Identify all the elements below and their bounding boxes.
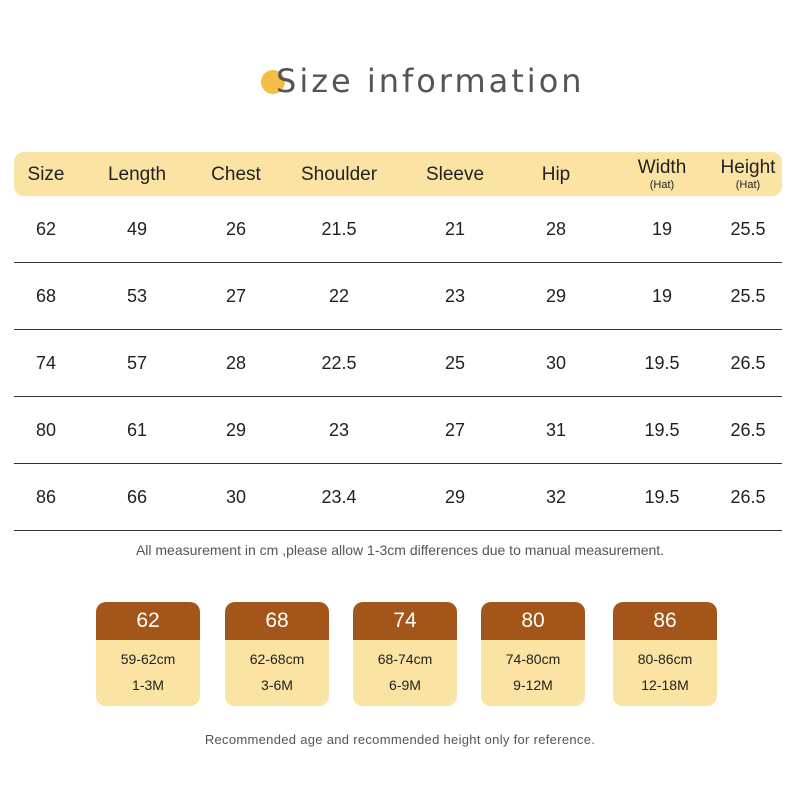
column-header-label: Shoulder [300,163,378,185]
size-card-age: 3-6M [261,677,293,693]
table-cell: 19 [651,218,673,239]
table-cell: 23 [328,419,350,440]
table-cell: 30 [545,352,567,373]
table-cell: 80 [35,419,57,440]
column-header: Chest [188,152,284,196]
table-cell: 61 [126,419,148,440]
size-card-height: 59-62cm [120,651,176,667]
reference-footnote: Recommended age and recommended height o… [204,732,596,747]
column-header: Height (Hat) [700,152,796,196]
size-card-height: 80-86cm [637,651,693,667]
size-card: 62 59-62cm 1-3M [96,602,200,706]
size-card-age: 9-12M [513,677,553,693]
column-header-label: Height [720,157,776,178]
size-card-size: 80 [481,602,585,640]
table-row: 68 53 27 22 23 29 19 25.5 [14,263,782,330]
table-cell: 31 [545,419,567,440]
column-header-sub: (Hat) [649,179,675,191]
table-row: 74 57 28 22.5 25 30 19.5 26.5 [14,330,782,397]
table-cell: 19.5 [644,419,680,440]
table-cell: 62 [35,218,57,239]
size-card: 74 68-74cm 6-9M [353,602,457,706]
table-body: 62 49 26 21.5 21 28 19 25.5 68 53 27 22 23 29 19 25.5 74… [14,196,782,531]
column-header-label: Length [107,163,167,185]
size-card-size: 68 [225,602,329,640]
column-header-label: Size [27,163,65,185]
table-cell: 53 [126,285,148,306]
size-card-height: 68-74cm [377,651,433,667]
table-cell: 19 [651,285,673,306]
table-cell: 25.5 [730,285,766,306]
column-header-label: Chest [211,163,261,185]
size-card-age: 6-9M [389,677,421,693]
column-header-label: Sleeve [425,163,485,185]
table-cell: 29 [545,285,567,306]
table-cell: 21.5 [321,218,357,239]
table-cell: 22 [328,285,350,306]
table-cell: 23 [444,285,466,306]
column-header: Length [89,152,185,196]
table-cell: 25.5 [730,218,766,239]
size-card-height: 62-68cm [249,651,305,667]
size-table: Size Length Chest Shoulder Sleeve Hip Width (Ha… [14,152,782,531]
table-cell: 26.5 [730,352,766,373]
table-cell: 23.4 [321,486,357,507]
measurement-note: All measurement in cm ,please allow 1-3c… [135,542,665,558]
size-cards: 62 59-62cm 1-3M 68 62-68cm 3-6M 74 68-74cm 6-9M 8… [0,602,800,706]
table-cell: 25 [444,352,466,373]
table-cell: 29 [225,419,247,440]
table-cell: 32 [545,486,567,507]
table-cell: 19.5 [644,486,680,507]
column-header: Shoulder [291,152,387,196]
column-header: Width (Hat) [614,152,710,196]
column-header-sub: (Hat) [735,179,761,191]
size-card-size: 74 [353,602,457,640]
column-header-label: Width [637,157,687,178]
table-row: 80 61 29 23 27 31 19.5 26.5 [14,397,782,464]
table-cell: 27 [225,285,247,306]
page-title-text: Size information [276,62,585,100]
table-cell: 49 [126,218,148,239]
table-cell: 19.5 [644,352,680,373]
table-row: 62 49 26 21.5 21 28 19 25.5 [14,196,782,263]
table-cell: 26.5 [730,486,766,507]
table-cell: 26.5 [730,419,766,440]
table-cell: 22.5 [321,352,357,373]
size-card-size: 86 [613,602,717,640]
table-cell: 29 [444,486,466,507]
table-cell: 74 [35,352,57,373]
table-cell: 27 [444,419,466,440]
table-cell: 28 [545,218,567,239]
size-card-height: 74-80cm [505,651,561,667]
table-header: Size Length Chest Shoulder Sleeve Hip Width (Ha… [14,152,782,196]
size-card-size: 62 [96,602,200,640]
size-card: 86 80-86cm 12-18M [613,602,717,706]
table-cell: 86 [35,486,57,507]
table-cell: 66 [126,486,148,507]
page-title: Size information [0,56,800,106]
column-header: Size [0,152,94,196]
size-card: 68 62-68cm 3-6M [225,602,329,706]
table-cell: 21 [444,218,466,239]
column-header: Sleeve [407,152,503,196]
table-cell: 57 [126,352,148,373]
table-cell: 30 [225,486,247,507]
table-cell: 68 [35,285,57,306]
dot-icon [261,70,285,94]
column-header: Hip [508,152,604,196]
size-card-age: 1-3M [132,677,164,693]
size-card-age: 12-18M [641,677,689,693]
table-row: 86 66 30 23.4 29 32 19.5 26.5 [14,464,782,531]
size-card: 80 74-80cm 9-12M [481,602,585,706]
table-cell: 26 [225,218,247,239]
table-cell: 28 [225,352,247,373]
column-header-label: Hip [541,163,571,185]
